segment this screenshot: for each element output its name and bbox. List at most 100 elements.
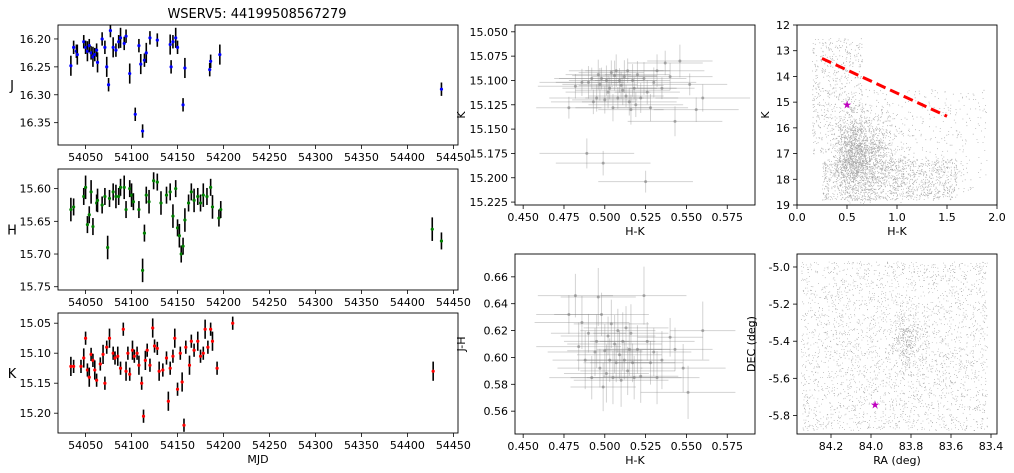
data-point xyxy=(98,362,102,366)
data-point xyxy=(660,86,664,90)
y-tick-label: 0.66 xyxy=(484,271,509,284)
data-point xyxy=(644,180,648,184)
data-point xyxy=(111,45,115,49)
data-point xyxy=(186,201,191,205)
data-point xyxy=(215,366,219,370)
data-point xyxy=(107,196,112,201)
y-axis-label: DEC (deg) xyxy=(745,316,758,372)
data-point xyxy=(137,207,141,212)
data-point xyxy=(187,363,192,367)
y-axis-label: K xyxy=(8,367,17,382)
data-point xyxy=(105,345,109,349)
data-point xyxy=(175,226,180,230)
data-point xyxy=(652,350,656,354)
x-tick-label: 54400 xyxy=(390,296,425,309)
data-point xyxy=(122,41,126,46)
data-point xyxy=(668,75,672,79)
data-point xyxy=(604,372,608,376)
data-point xyxy=(608,358,612,362)
target-star-marker: ★ xyxy=(870,398,880,411)
data-point xyxy=(159,201,163,205)
axes-frame xyxy=(796,24,998,206)
data-point xyxy=(79,364,83,368)
x-tick-label: 54050 xyxy=(68,296,103,309)
x-tick-label: 0.450 xyxy=(507,440,539,453)
data-point xyxy=(439,239,444,243)
data-point xyxy=(168,366,172,370)
x-tick-label: 0.575 xyxy=(711,211,743,224)
data-point xyxy=(171,40,175,44)
data-point xyxy=(189,190,193,194)
data-point xyxy=(103,381,107,385)
data-point xyxy=(192,198,196,202)
x-tick-label: 54250 xyxy=(252,151,287,164)
data-point xyxy=(209,327,213,331)
data-point xyxy=(179,252,183,256)
data-point xyxy=(126,351,130,355)
data-point xyxy=(601,161,605,165)
data-point xyxy=(164,356,169,360)
x-tick-label: 0.550 xyxy=(671,440,703,453)
data-point xyxy=(660,358,664,362)
data-point xyxy=(142,58,147,62)
data-point xyxy=(155,346,159,350)
data-point xyxy=(171,354,175,358)
data-point xyxy=(72,205,76,209)
data-point xyxy=(113,356,117,360)
data-point xyxy=(598,82,602,86)
data-point xyxy=(590,77,594,81)
data-point xyxy=(663,61,667,65)
data-point xyxy=(603,98,607,102)
x-tick-label: 0.475 xyxy=(548,211,580,224)
data-point xyxy=(600,312,604,316)
data-point xyxy=(108,28,113,33)
data-point xyxy=(129,193,134,197)
x-tick-label: 54200 xyxy=(206,151,241,164)
y-tick-label: 15.20 xyxy=(20,407,52,420)
data-point xyxy=(177,234,181,238)
data-point xyxy=(145,348,149,352)
x-tick-label: 54050 xyxy=(68,439,103,452)
data-point xyxy=(614,361,618,365)
data-point xyxy=(82,356,86,360)
data-point xyxy=(105,65,109,69)
data-point xyxy=(585,151,589,155)
y-tick-label: 16.20 xyxy=(20,33,52,46)
data-point xyxy=(634,103,638,107)
data-point xyxy=(655,69,659,73)
data-point xyxy=(139,62,143,66)
x-tick-label: 54200 xyxy=(206,296,241,309)
x-tick-label: 54100 xyxy=(114,439,149,452)
y-tick-label: 15.075 xyxy=(470,50,509,63)
y-tick-label: 15.100 xyxy=(470,74,509,87)
data-point xyxy=(621,339,625,343)
y-tick-label: 15 xyxy=(776,96,790,109)
data-point xyxy=(137,363,141,367)
data-point xyxy=(122,185,126,189)
data-point xyxy=(626,69,630,73)
data-point xyxy=(95,60,100,64)
data-point xyxy=(632,86,636,90)
y-tick-label: 15.050 xyxy=(470,26,509,39)
data-point xyxy=(124,369,128,373)
data-point xyxy=(613,342,617,346)
data-point xyxy=(598,366,602,370)
x-tick-label: 0.575 xyxy=(711,440,743,453)
data-point xyxy=(91,55,95,59)
data-point xyxy=(639,374,643,378)
x-tick-label: 1.5 xyxy=(938,211,956,224)
y-axis-label: H xyxy=(7,224,17,239)
data-point xyxy=(164,193,169,197)
x-tick-label: 54350 xyxy=(344,296,379,309)
data-point xyxy=(72,364,76,368)
data-point xyxy=(121,327,125,331)
data-point xyxy=(673,119,677,123)
data-point xyxy=(183,218,187,222)
data-point xyxy=(196,339,200,343)
data-point xyxy=(128,372,132,376)
data-point xyxy=(631,78,635,82)
y-tick-label: 16 xyxy=(776,122,790,135)
data-point xyxy=(614,69,618,73)
data-point xyxy=(645,339,649,343)
data-point xyxy=(111,351,115,355)
